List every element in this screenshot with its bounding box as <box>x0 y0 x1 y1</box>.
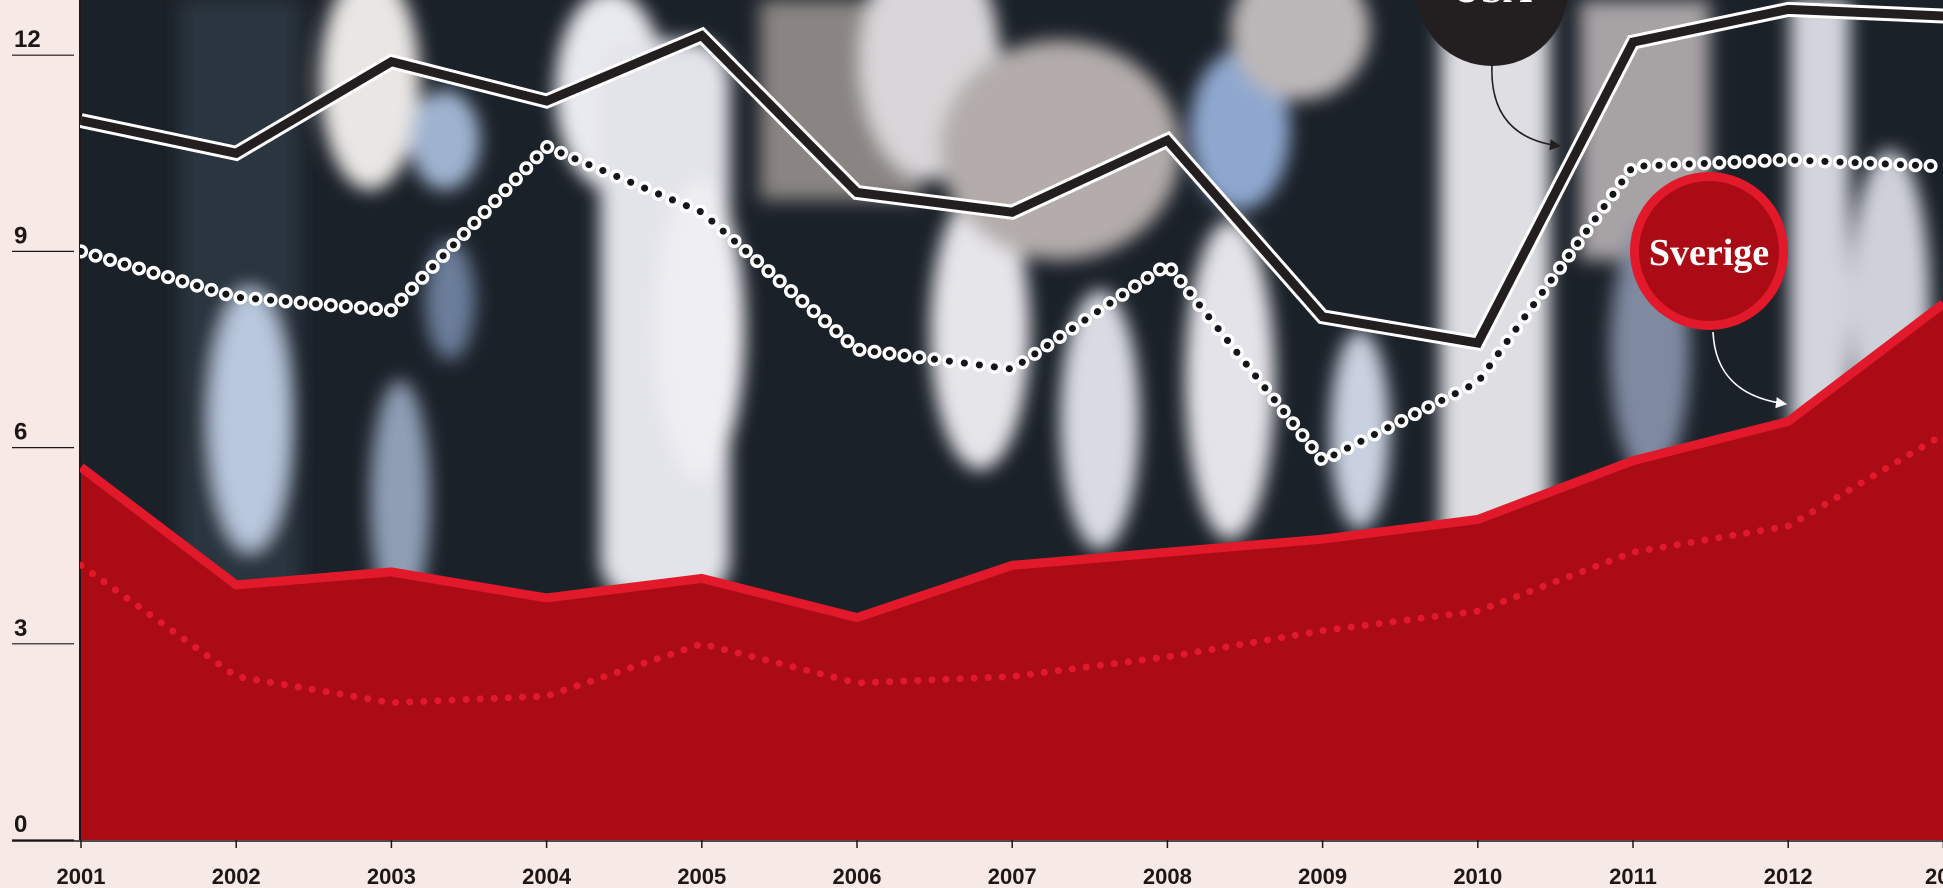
y-tick-label: 9 <box>14 222 27 249</box>
usa-label: USA <box>1452 0 1532 11</box>
sverige-label: Sverige <box>1649 232 1769 274</box>
x-tick-label: 2011 <box>1609 864 1657 888</box>
sverige-line <box>80 300 1943 623</box>
x-tick-label: 2004 <box>522 864 572 888</box>
x-tick-label: 2010 <box>1453 864 1502 888</box>
x-axis: 2001 2002 2003 2004 2005 2006 2007 2008 2009 2010… <box>12 840 1943 888</box>
x-tick-label: 2001 <box>57 864 106 888</box>
usa-line <box>80 4 1943 348</box>
sverige-area <box>81 304 1943 840</box>
y-axis: 0 3 6 9 12 <box>12 0 81 841</box>
y-tick-label: 0 <box>14 811 27 838</box>
y-tick-label: 12 <box>14 26 41 53</box>
x-tick-label: 2002 <box>212 864 261 888</box>
series-layer <box>80 1 1943 840</box>
x-tick-label: 2003 <box>367 864 416 888</box>
usa-pointer-arrow <box>1491 63 1562 151</box>
y-tick-label: 3 <box>14 615 27 642</box>
x-tick-label: 2008 <box>1143 864 1192 888</box>
x-tick-label: 201 <box>1925 864 1943 888</box>
sverige-pointer-arrow <box>1712 331 1788 409</box>
x-tick-label: 2009 <box>1298 864 1347 888</box>
usa-label-bubble <box>1416 0 1568 66</box>
sverige-label-bubble <box>1639 181 1779 321</box>
annotation-layer: USA Sverige <box>1416 0 1788 409</box>
x-tick-label: 2006 <box>833 864 882 888</box>
white-dotted-line-inner <box>80 142 1943 466</box>
x-tick-label: 2005 <box>677 864 726 888</box>
x-tick-label: 2012 <box>1764 864 1813 888</box>
red-dotted-line <box>80 431 1943 707</box>
x-tick-label: 2007 <box>988 864 1037 888</box>
y-tick-label: 6 <box>14 419 27 446</box>
